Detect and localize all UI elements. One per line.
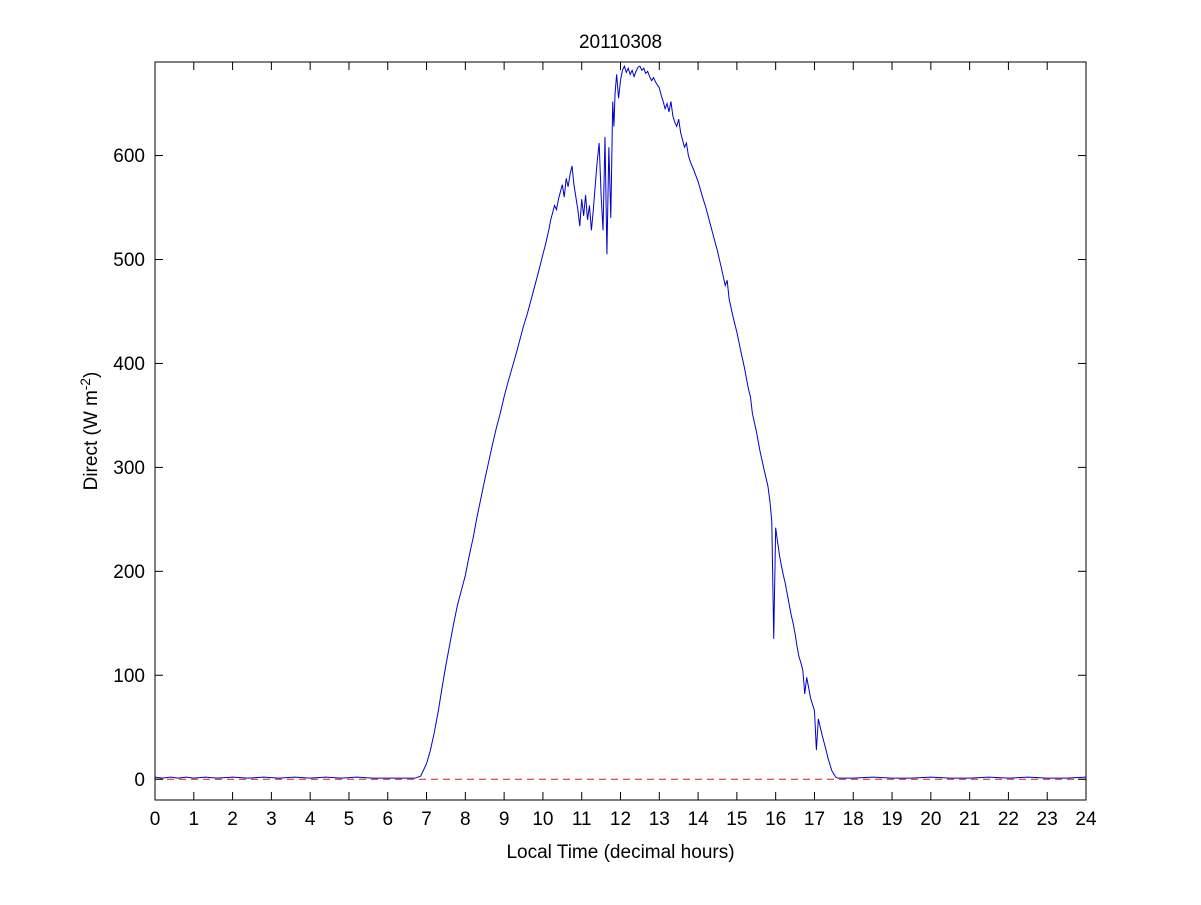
y-tick-label: 300 (113, 458, 145, 479)
x-tick-label: 5 (344, 809, 355, 830)
x-tick-label: 20 (920, 809, 941, 830)
y-tick-label: 400 (113, 354, 145, 375)
x-tick-label: 2 (227, 809, 238, 830)
x-axis-ticks: 0 1 2 3 4 5 6 7 8 9 10 11 12 13 14 15 16 17 18 19 20 21 22 23 24 (150, 62, 1097, 830)
y-tick-label: 200 (113, 562, 145, 583)
x-tick-label: 19 (881, 809, 902, 830)
x-tick-label: 22 (998, 809, 1019, 830)
y-axis-label: Direct (W m-2) (78, 372, 103, 491)
x-tick-label: 16 (765, 809, 786, 830)
y-axis-ticks: 0 100 200 300 400 500 600 (113, 146, 1086, 791)
x-tick-label: 17 (804, 809, 825, 830)
x-tick-label: 24 (1075, 809, 1097, 830)
x-tick-label: 3 (266, 809, 277, 830)
x-tick-label: 14 (688, 809, 710, 830)
chart-title: 20110308 (579, 32, 662, 53)
series-direct-irradiance (154, 64, 1087, 779)
x-tick-label: 10 (532, 809, 553, 830)
x-tick-label: 8 (460, 809, 471, 830)
x-tick-label: 13 (649, 809, 670, 830)
x-axis-label: Local Time (decimal hours) (506, 842, 734, 863)
y-tick-label: 100 (113, 666, 145, 687)
x-tick-label: 4 (305, 809, 316, 830)
x-tick-label: 21 (959, 809, 980, 830)
x-tick-label: 15 (726, 809, 747, 830)
x-tick-label: 6 (382, 809, 393, 830)
x-tick-label: 9 (499, 809, 510, 830)
x-tick-label: 18 (843, 809, 864, 830)
y-tick-label: 500 (113, 250, 145, 271)
x-tick-label: 1 (189, 809, 200, 830)
y-tick-label: 0 (134, 770, 145, 791)
x-tick-label: 0 (150, 809, 161, 830)
x-tick-label: 7 (421, 809, 432, 830)
x-tick-label: 23 (1037, 809, 1058, 830)
axis-box (154, 61, 1087, 801)
x-tick-label: 12 (610, 809, 631, 830)
x-tick-label: 11 (572, 809, 592, 830)
y-tick-label: 600 (113, 146, 145, 167)
